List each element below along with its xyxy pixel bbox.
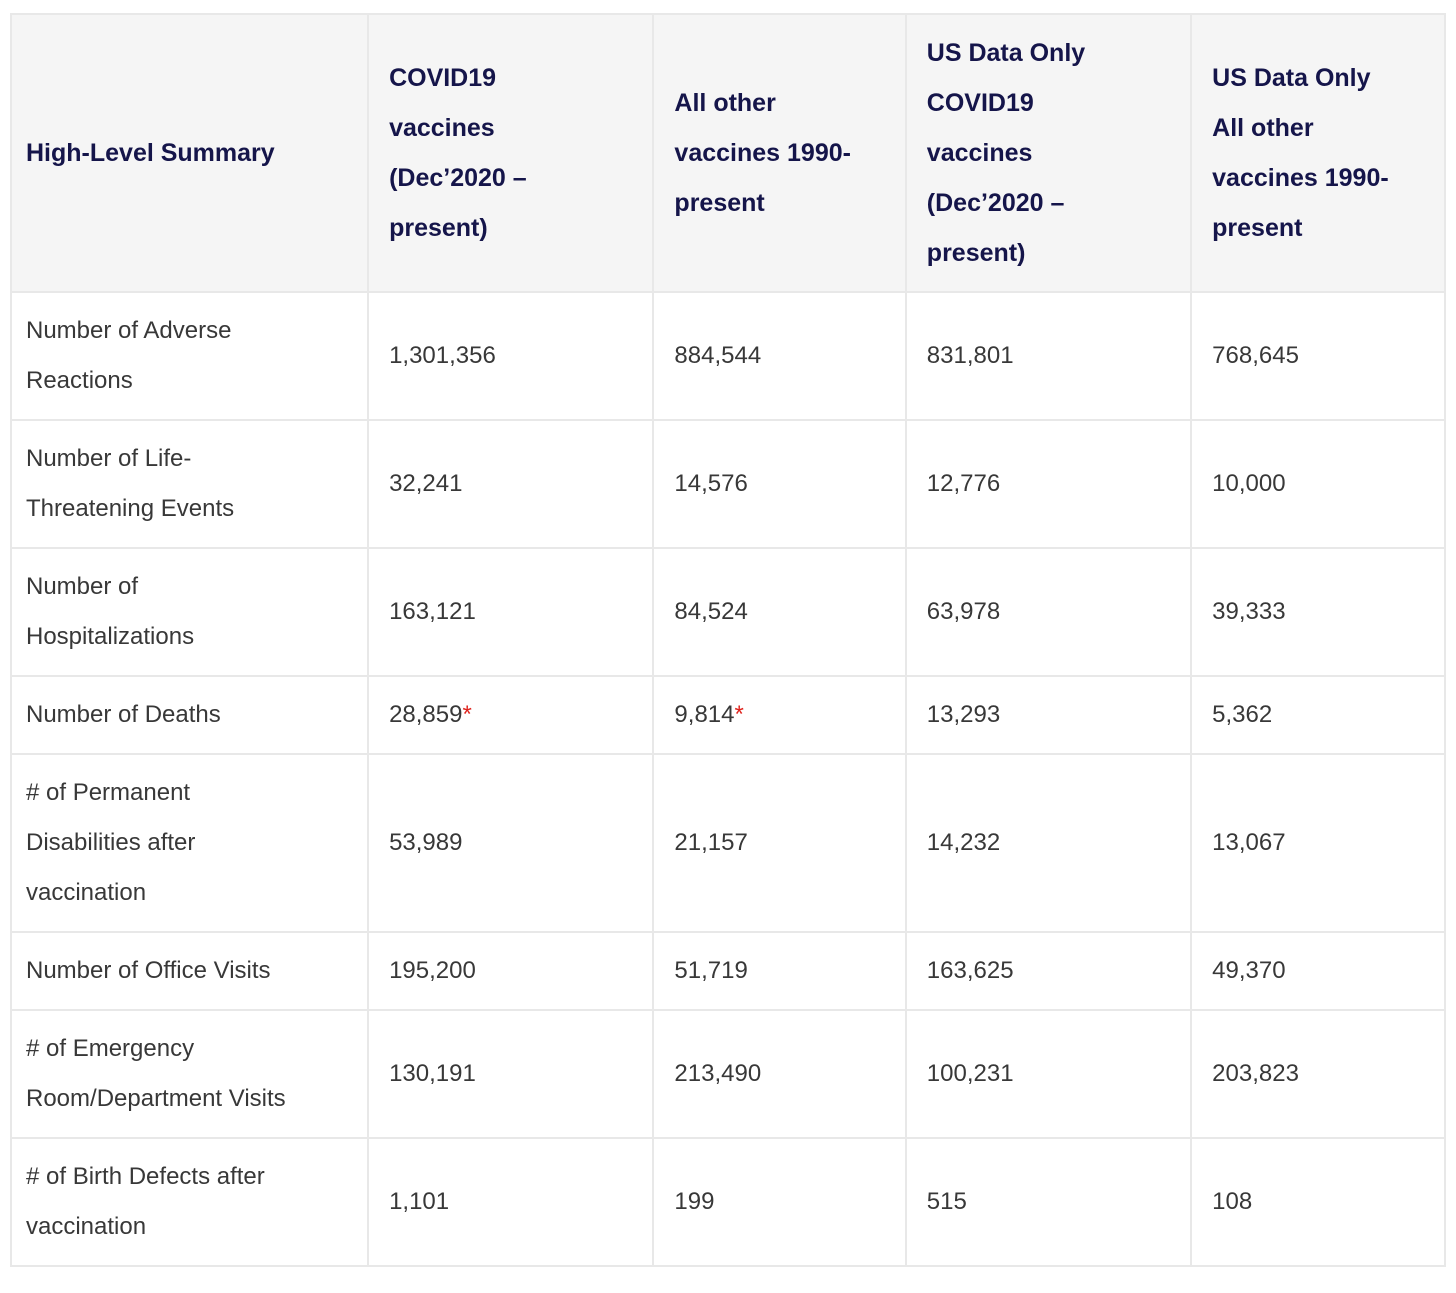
value-text: 21,157 xyxy=(674,829,748,856)
cell-value: 100,231 xyxy=(904,1009,1193,1139)
value-text: 13,067 xyxy=(1212,829,1286,856)
value-text: 130,191 xyxy=(389,1060,476,1087)
value-text: 1,301,356 xyxy=(389,342,496,369)
cell-value: 13,293 xyxy=(904,675,1193,755)
value-text: 49,370 xyxy=(1212,957,1286,984)
row-label: # of Emergency Room/Department Visits xyxy=(9,1009,370,1139)
table-row: Number of Deaths 28,859* 9,814* 13,293 5,362 xyxy=(9,675,1446,755)
cell-value: 203,823 xyxy=(1190,1009,1446,1139)
value-text: 213,490 xyxy=(674,1060,762,1087)
cell-value: 13,067 xyxy=(1190,753,1446,933)
cell-value: 9,814* xyxy=(652,675,907,755)
header-cell-high-level-summary: High-Level Summary xyxy=(9,13,370,293)
table-row: # of Emergency Room/Department Visits 130… xyxy=(9,1009,1446,1139)
row-label: # of Birth Defects after vaccination xyxy=(9,1137,370,1267)
value-text: 884,544 xyxy=(674,342,762,369)
value-text: 768,645 xyxy=(1212,342,1299,369)
header-cell-us-data-covid19-vaccines: US Data Only COVID19 vaccines (Dec’2020 … xyxy=(904,13,1193,293)
cell-value: 515 xyxy=(904,1137,1193,1267)
cell-value: 49,370 xyxy=(1190,931,1446,1011)
cell-value: 39,333 xyxy=(1190,547,1446,677)
row-label: Number of Adverse Reactions xyxy=(9,291,370,421)
table-header-row: High-Level Summary COVID19 vaccines (Dec… xyxy=(9,13,1446,293)
cell-value: 51,719 xyxy=(652,931,907,1011)
cell-value: 831,801 xyxy=(904,291,1193,421)
table-row: # of Birth Defects after vaccination 1,10… xyxy=(9,1137,1446,1267)
value-text: 10,000 xyxy=(1212,470,1286,497)
value-text: 831,801 xyxy=(926,342,1014,369)
cell-value: 213,490 xyxy=(652,1009,907,1139)
value-text: 1,101 xyxy=(389,1188,450,1215)
value-text: 39,333 xyxy=(1212,598,1286,625)
row-label: Number of Hospitalizations xyxy=(9,547,370,677)
cell-value: 63,978 xyxy=(904,547,1193,677)
row-label: Number of Deaths xyxy=(9,675,370,755)
value-text: 515 xyxy=(926,1188,967,1215)
header-cell-us-data-all-other-vaccines: US Data Only All other vaccines 1990- pr… xyxy=(1190,13,1446,293)
table-row: Number of Hospitalizations 163,121 84,524 6… xyxy=(9,547,1446,677)
value-text: 28,859 xyxy=(389,701,463,728)
cell-value: 130,191 xyxy=(367,1009,655,1139)
cell-value: 768,645 xyxy=(1190,291,1446,421)
cell-value: 108 xyxy=(1190,1137,1446,1267)
row-label: # of Permanent Disabilities after vaccin… xyxy=(9,753,370,933)
cell-value: 163,121 xyxy=(367,547,655,677)
table-row: Number of Adverse Reactions 1,301,356 884,… xyxy=(9,291,1446,421)
cell-value: 28,859* xyxy=(367,675,655,755)
cell-value: 195,200 xyxy=(367,931,655,1011)
cell-value: 10,000 xyxy=(1190,419,1446,549)
header-cell-covid19-vaccines: COVID19 vaccines (Dec’2020 – present) xyxy=(367,13,655,293)
header-cell-all-other-vaccines: All other vaccines 1990- present xyxy=(652,13,907,293)
value-text: 163,625 xyxy=(926,957,1014,984)
table-row: Number of Office Visits 195,200 51,719 163,… xyxy=(9,931,1446,1011)
value-text: 84,524 xyxy=(674,598,748,625)
cell-value: 53,989 xyxy=(367,753,655,933)
row-label: Number of Life- Threatening Events xyxy=(9,419,370,549)
value-text: 53,989 xyxy=(389,829,463,856)
cell-value: 884,544 xyxy=(652,291,907,421)
value-text: 108 xyxy=(1212,1188,1253,1215)
value-text: 63,978 xyxy=(926,598,1001,625)
cell-value: 1,101 xyxy=(367,1137,655,1267)
cell-value: 32,241 xyxy=(367,419,655,549)
value-text: 13,293 xyxy=(926,701,1001,728)
row-label: Number of Office Visits xyxy=(9,931,370,1011)
cell-value: 12,776 xyxy=(904,419,1193,549)
value-text: 100,231 xyxy=(926,1060,1014,1087)
value-text: 14,232 xyxy=(926,829,1001,856)
footnote-asterisk: * xyxy=(734,701,744,728)
table-row: Number of Life- Threatening Events 32,241… xyxy=(9,419,1446,549)
value-text: 203,823 xyxy=(1212,1060,1299,1087)
value-text: 199 xyxy=(674,1188,715,1215)
value-text: 9,814 xyxy=(674,701,735,728)
cell-value: 84,524 xyxy=(652,547,907,677)
table-body: Number of Adverse Reactions 1,301,356 884,… xyxy=(9,291,1446,1267)
cell-value: 1,301,356 xyxy=(367,291,655,421)
cell-value: 5,362 xyxy=(1190,675,1446,755)
high-level-summary-table: High-Level Summary COVID19 vaccines (Dec… xyxy=(9,13,1446,1267)
cell-value: 14,576 xyxy=(652,419,907,549)
value-text: 12,776 xyxy=(926,470,1001,497)
footnote-asterisk: * xyxy=(462,701,472,728)
value-text: 163,121 xyxy=(389,598,476,625)
value-text: 195,200 xyxy=(389,957,476,984)
cell-value: 21,157 xyxy=(652,753,907,933)
value-text: 14,576 xyxy=(674,470,748,497)
cell-value: 163,625 xyxy=(904,931,1193,1011)
cell-value: 199 xyxy=(652,1137,907,1267)
value-text: 51,719 xyxy=(674,957,748,984)
table-row: # of Permanent Disabilities after vaccin… xyxy=(9,753,1446,933)
value-text: 5,362 xyxy=(1212,701,1273,728)
cell-value: 14,232 xyxy=(904,753,1193,933)
value-text: 32,241 xyxy=(389,470,463,497)
